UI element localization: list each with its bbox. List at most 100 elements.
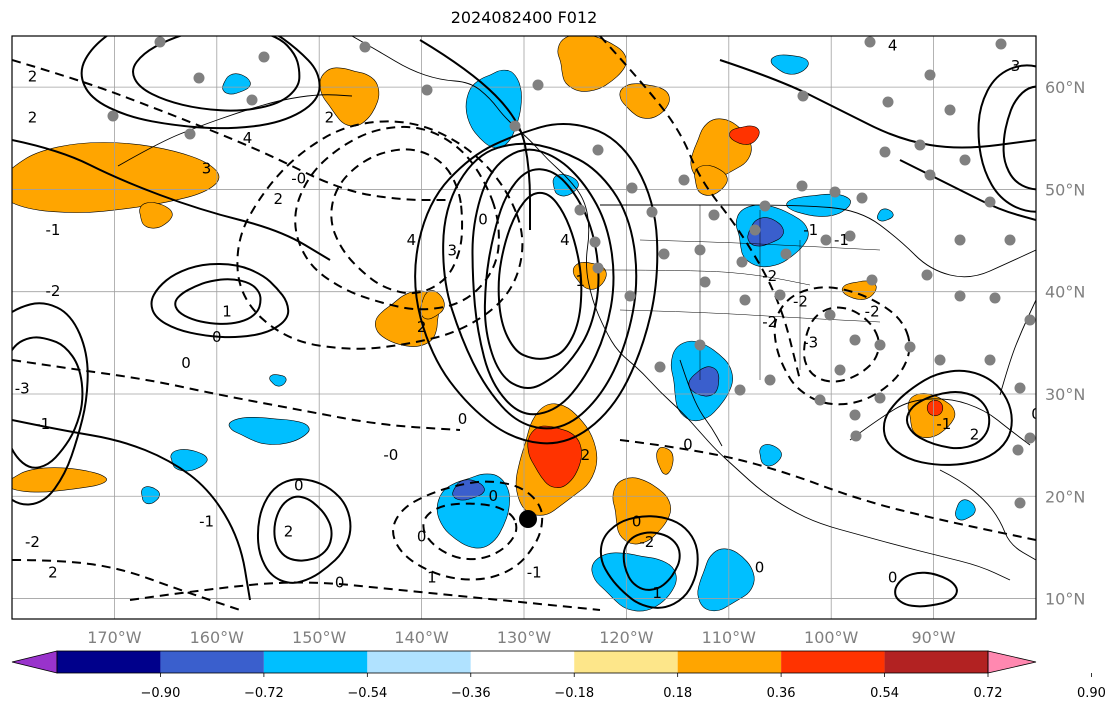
contour-label: 4 [888,37,898,55]
contour-segment [12,139,331,261]
contour-label: -1 [35,415,50,433]
longitude-tick-label: 170°W [87,628,142,647]
contour-positive [599,515,699,609]
contour-label: 1 [652,584,662,602]
contour-label: -3 [803,333,818,351]
colorbar-tick-label: −0.36 [451,686,491,701]
contour-label: -1 [527,563,542,581]
contour-label: 0 [181,354,191,372]
station-dot [759,200,771,212]
station-dot [658,248,670,260]
station-dot [734,384,746,396]
anomaly-fill-22 [527,425,582,488]
anomaly-fill-3 [319,67,380,127]
contour-positive [150,262,290,339]
contour-label: 2 [48,563,58,581]
contour-label: -1 [803,221,818,239]
contour-segment [12,419,251,601]
latitude-tick-label: 30°N [1045,385,1085,404]
anomaly-fill-32 [12,467,107,493]
station-dot [258,51,270,63]
contour-segment [719,59,1036,149]
coastline-layer [117,36,1036,581]
contour-label: 4 [560,231,570,249]
contour-negative [422,502,518,561]
longitude-tick-label: 130°W [497,628,552,647]
station-dot [694,339,706,351]
graticule [12,36,1036,619]
colorbar-segment [677,651,782,673]
anomaly-fill-38 [955,499,976,521]
station-dot [866,274,878,286]
anomaly-fill-27 [697,548,755,612]
longitude-tick-label: 150°W [292,628,347,647]
station-dot [739,294,751,306]
border-segment [599,269,811,286]
contour-label: 2 [28,108,38,126]
anomaly-fill-37 [759,444,782,467]
anomaly-fill-28 [907,393,956,438]
colorbar-segment [57,651,161,673]
contour-segment [619,439,1036,541]
contour-labels: 22432-02430-1-2100241-3-1-002000-12-2200… [15,37,1064,602]
contour-label: 2 [28,67,38,85]
anomaly-fill-10 [619,83,670,119]
contour-label: 2 [581,446,591,464]
colorbar-segment [160,651,264,673]
colorbar-tick-label: −0.54 [347,686,387,701]
contour-label: 4 [243,129,253,147]
station-dot [1024,432,1036,444]
contour-positive [132,36,301,112]
contour-positive [80,36,321,130]
contour-label: 2 [970,425,980,443]
colorbar-tick-label: 0.54 [870,686,899,701]
station-dot [1024,314,1036,326]
longitude-axis: 170°W 160°W 150°W 140°W 130°W 120°W 110°W 100°W… [87,628,956,647]
contour-positive [483,168,600,389]
contour-label: 0 [335,574,345,592]
anomaly-fill-1 [12,36,13,37]
contour-positive [273,495,333,562]
contour-positive [894,571,958,608]
colorbar-segment [574,651,678,673]
station-dot [914,139,926,151]
anomaly-fill-34 [269,374,287,387]
station-dot [574,204,586,216]
station-dot [184,128,196,140]
station-dot [509,120,521,132]
station-dot [864,36,876,48]
anomaly-fill-layer [12,36,976,612]
contour-label: 1 [427,569,437,587]
station-dot [678,174,690,186]
station-dot [924,69,936,81]
colorbar-tick-label: 0.90 [1077,686,1105,701]
coastline-segment [351,36,1011,581]
station-dot [797,90,809,102]
colorbar-segment [367,651,471,673]
contour-label: 1 [576,272,586,290]
station-dot [921,269,933,281]
colorbar-tick-label: −0.90 [141,686,181,701]
station-dot [626,182,638,194]
colorbar-tick-label: 0.72 [974,686,1003,701]
contour-label: -1 [199,512,214,530]
contour-label: -3 [15,379,30,397]
contour-label: -1 [936,415,951,433]
contour-label: -2 [762,267,777,285]
station-dot [1014,382,1026,394]
contour-positive [622,531,681,591]
station-dot [874,339,886,351]
contour-positive [414,123,659,445]
colorbar-frame [56,650,989,674]
station-dot [984,196,996,208]
station-dot [421,84,433,96]
station-dot [829,186,841,198]
station-dot [699,276,711,288]
contour-label: -2 [793,292,808,310]
contour-label: -2 [25,533,40,551]
contour-segment [129,581,601,611]
contour-label: -1 [1049,200,1064,218]
station-dot [592,144,604,156]
contour-segment [599,36,801,381]
